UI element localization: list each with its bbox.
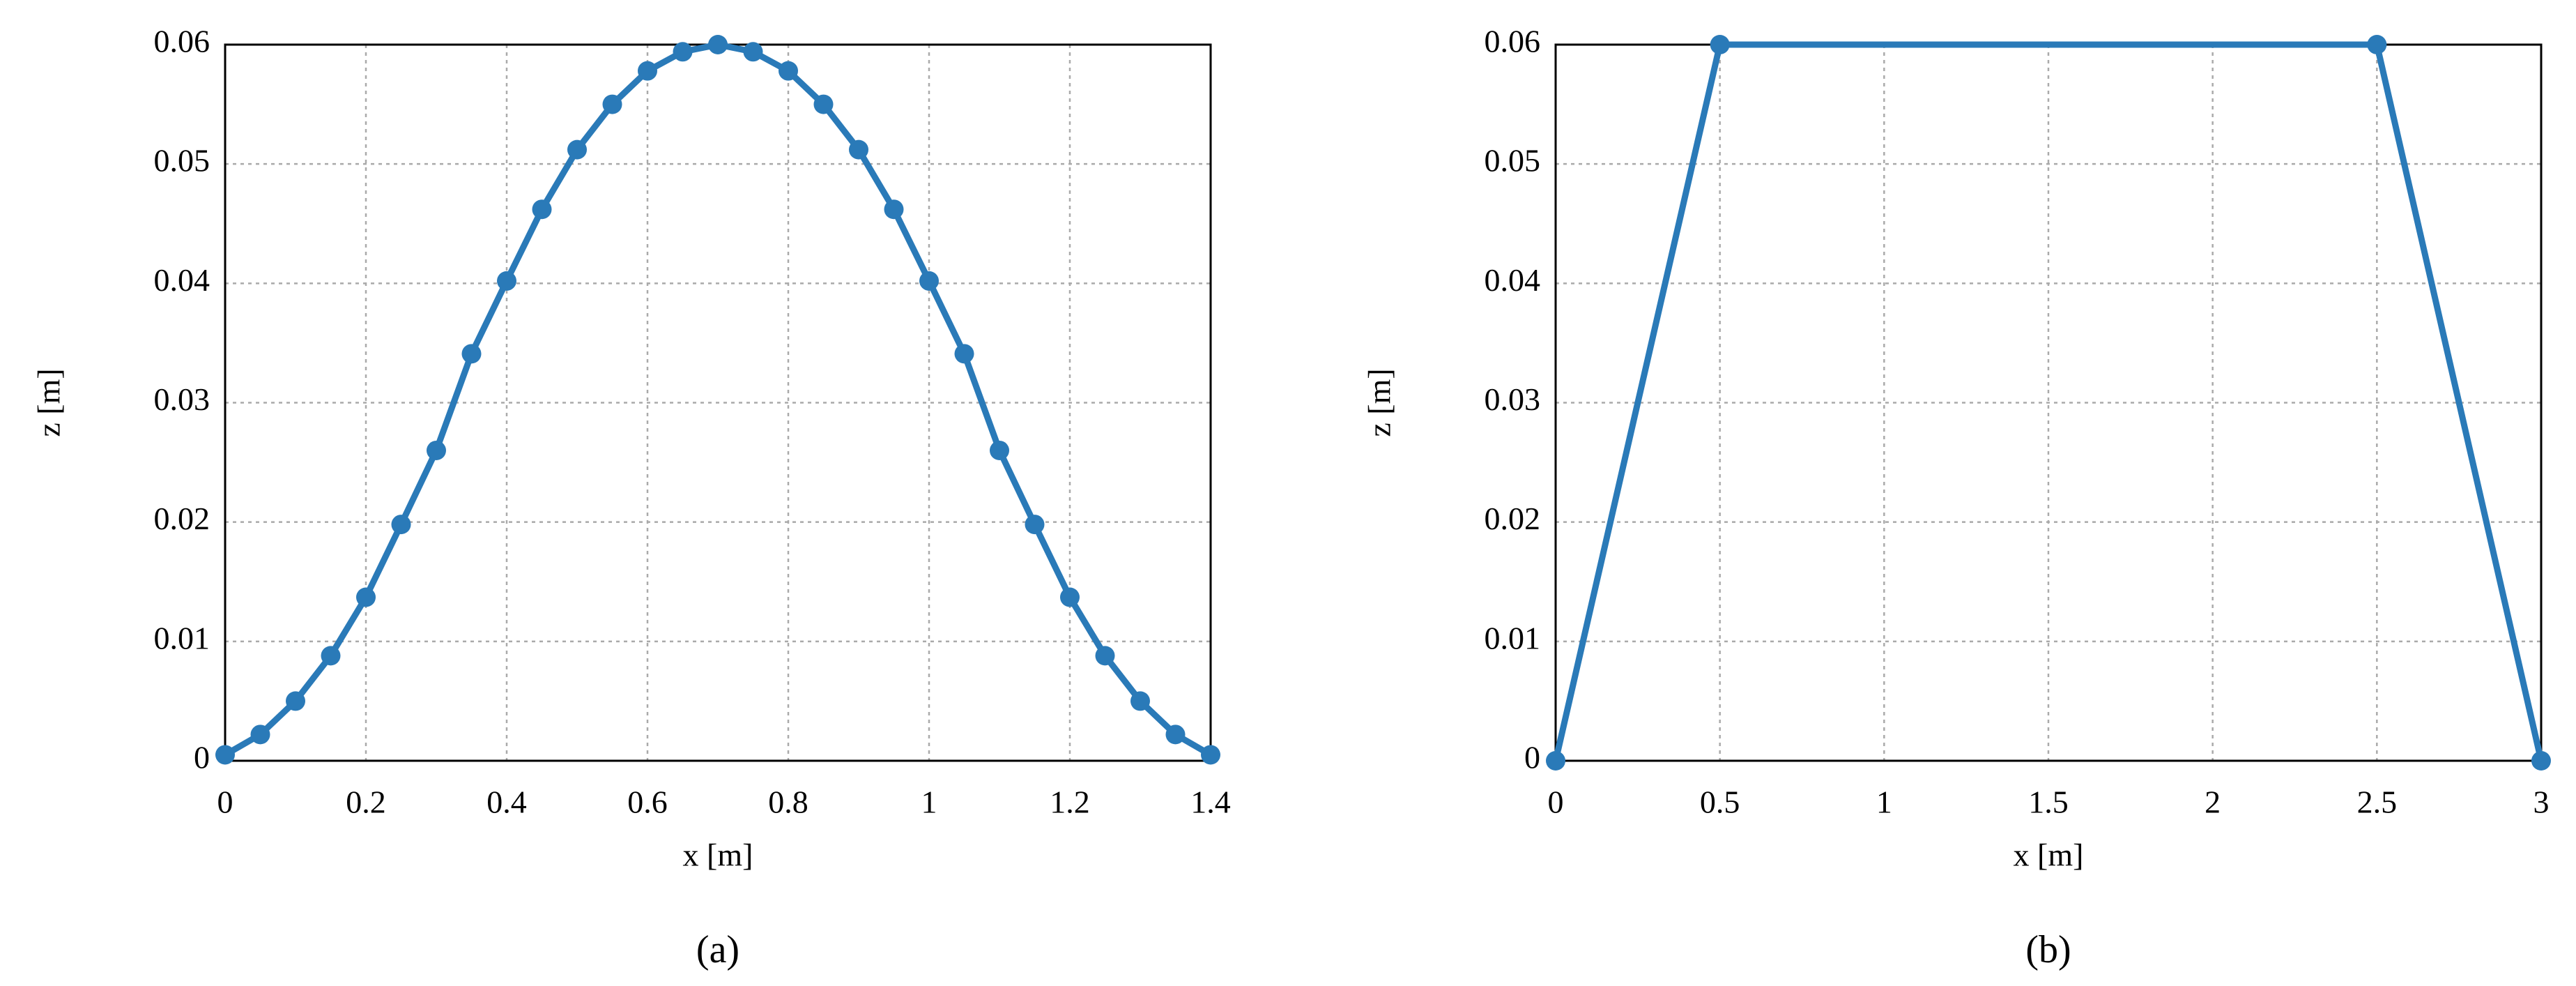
data-point bbox=[567, 139, 587, 160]
data-point bbox=[849, 139, 868, 160]
data-point bbox=[602, 94, 622, 114]
data-point bbox=[884, 199, 904, 220]
y-tick-label: 0.06 bbox=[154, 24, 210, 59]
data-point bbox=[356, 587, 376, 607]
x-tick-label: 1 bbox=[921, 784, 937, 820]
x-tick-label: 1.2 bbox=[1050, 784, 1090, 820]
data-point bbox=[427, 440, 446, 460]
x-tick-label: 0.8 bbox=[768, 784, 808, 820]
x-tick-label: 0.6 bbox=[627, 784, 668, 820]
x-tick-label: 1.5 bbox=[2028, 784, 2069, 820]
y-tick-label: 0.03 bbox=[154, 381, 210, 417]
data-point bbox=[813, 94, 834, 114]
x-tick-label: 1 bbox=[1876, 784, 1892, 820]
x-axis-label: x [m] bbox=[2014, 837, 2084, 873]
y-tick-label: 0.04 bbox=[1485, 262, 1541, 298]
data-point bbox=[708, 35, 728, 54]
y-tick-label: 0 bbox=[194, 740, 210, 775]
x-tick-label: 1.4 bbox=[1190, 784, 1231, 820]
y-tick-label: 0.01 bbox=[1485, 620, 1541, 655]
x-tick-label: 0 bbox=[1548, 784, 1564, 820]
y-tick-label: 0.01 bbox=[154, 620, 210, 655]
data-line bbox=[223, 41, 1213, 758]
data-point bbox=[215, 745, 235, 765]
data-point bbox=[461, 344, 482, 364]
y-tick-label: 0.05 bbox=[154, 143, 210, 179]
y-tick-label: 0.04 bbox=[154, 262, 210, 298]
y-tick-label: 0.02 bbox=[154, 501, 210, 536]
data-line bbox=[1552, 41, 2545, 762]
x-tick-label: 0.2 bbox=[346, 784, 386, 820]
data-point bbox=[1130, 691, 1150, 711]
data-point bbox=[1710, 35, 1730, 54]
data-point bbox=[638, 61, 657, 81]
data-point bbox=[2367, 35, 2387, 54]
x-tick-label: 2.5 bbox=[2357, 784, 2398, 820]
data-point bbox=[990, 440, 1009, 460]
data-point bbox=[497, 271, 516, 291]
data-point bbox=[250, 725, 270, 745]
x-tick-label: 3 bbox=[2533, 784, 2550, 820]
data-point bbox=[1060, 587, 1080, 607]
data-point bbox=[954, 344, 974, 364]
data-point bbox=[1025, 515, 1045, 535]
data-point bbox=[321, 646, 341, 666]
data-point bbox=[779, 61, 798, 81]
x-tick-label: 0.4 bbox=[486, 784, 527, 820]
data-point bbox=[673, 42, 693, 62]
x-tick-label: 0.5 bbox=[1700, 784, 1740, 820]
data-point bbox=[2531, 751, 2551, 771]
data-point bbox=[286, 691, 305, 711]
data-point bbox=[1201, 745, 1220, 765]
panel-label: (b) bbox=[2025, 928, 2071, 971]
x-axis-label: x [m] bbox=[683, 837, 753, 873]
data-point bbox=[1095, 646, 1115, 666]
data-point bbox=[919, 271, 939, 291]
y-axis-label: z [m] bbox=[1362, 368, 1397, 437]
data-point bbox=[532, 199, 552, 220]
y-tick-label: 0.02 bbox=[1485, 501, 1541, 536]
data-point bbox=[1546, 751, 1565, 771]
x-tick-label: 0 bbox=[217, 784, 233, 820]
data-point bbox=[743, 42, 763, 62]
x-tick-label: 2 bbox=[2205, 784, 2221, 820]
y-tick-label: 0.06 bbox=[1485, 24, 1541, 59]
y-tick-label: 0 bbox=[1524, 740, 1540, 775]
y-tick-label: 0.03 bbox=[1485, 381, 1541, 417]
y-axis-label: z [m] bbox=[31, 368, 67, 437]
panel-label: (a) bbox=[696, 928, 739, 971]
data-point bbox=[1165, 725, 1186, 745]
y-tick-label: 0.05 bbox=[1485, 143, 1541, 179]
data-point bbox=[391, 515, 411, 535]
